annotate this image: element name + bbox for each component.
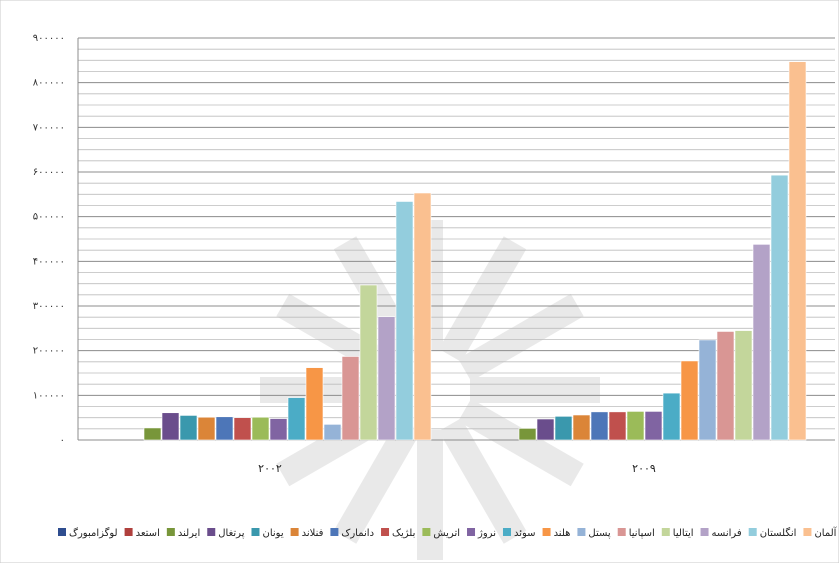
bar: فرانسه: 438000	[752, 244, 771, 441]
legend-swatch	[542, 528, 551, 536]
bar: پستل: 35000	[323, 424, 342, 441]
legend-label: انگلستان	[760, 527, 797, 539]
bar: یونان: 55000	[179, 415, 198, 441]
legend-swatch	[207, 528, 216, 536]
bar: آلمان: 847000	[788, 61, 807, 441]
bar: دانمارک: 63000	[590, 411, 609, 441]
bar: فرانسه: 276000	[377, 316, 396, 441]
bar: اتریش: 51000	[251, 416, 270, 441]
bar: هلند: 177000	[680, 360, 699, 441]
legend-label: فنلاند	[302, 528, 324, 539]
legend-swatch	[467, 528, 476, 536]
bar: هلند: 162000	[305, 367, 324, 441]
legend-label: نروژ	[477, 528, 496, 539]
bar: ایتالیا: 347000	[359, 284, 378, 441]
legend-swatch	[748, 528, 757, 536]
bar: فنلاند: 56000	[572, 414, 591, 441]
legend-swatch	[330, 528, 339, 536]
legend-swatch	[166, 528, 175, 536]
legend-swatch	[577, 528, 586, 536]
bar: آلمان: 553000	[413, 192, 432, 441]
bar: نروژ: 64000	[644, 411, 663, 441]
legend-swatch	[422, 528, 431, 536]
legend-swatch	[617, 528, 626, 536]
bar: اسپانیا: 187000	[341, 356, 360, 441]
bar: سوئد: 95000	[287, 397, 306, 441]
y-tick-label: ۵۰۰۰۰۰	[33, 212, 65, 223]
legend-label: ایرلند	[178, 528, 200, 539]
legend-label: بلژیک	[392, 528, 415, 539]
x-category-label: ۲۰۰۲	[258, 462, 282, 475]
y-tick-label: ۸۰۰۰۰۰	[33, 78, 65, 89]
bar: فنلاند: 51000	[197, 416, 216, 441]
bar: پرتغال: 47000	[536, 418, 555, 441]
y-tick-label: ۶۰۰۰۰۰	[33, 167, 65, 178]
bar: نروژ: 48000	[269, 418, 288, 441]
bar: بلژیک: 50000	[233, 417, 252, 441]
x-category-label: ۲۰۰۹	[632, 462, 656, 475]
watermark-petal	[458, 293, 584, 382]
legend-swatch	[502, 528, 511, 536]
legend-label: فرانسه	[712, 528, 742, 539]
legend-label: استعد	[136, 528, 160, 539]
y-tick-label: ۷۰۰۰۰۰	[33, 122, 65, 133]
y-tick-label: ۴۰۰۰۰۰	[33, 256, 65, 267]
legend-swatch	[58, 528, 66, 536]
legend-label: سوئد	[514, 528, 536, 539]
legend-label: آلمان	[814, 526, 837, 539]
bar: پستل: 224000	[698, 339, 717, 441]
legend-label: یونان	[262, 528, 283, 539]
legend-swatch	[803, 528, 812, 536]
bar: اتریش: 64000	[626, 411, 645, 441]
watermark-petal	[333, 418, 422, 544]
bar: ایتالیا: 245000	[734, 330, 753, 441]
legend-swatch	[381, 528, 390, 536]
legend-label: هلند	[554, 528, 571, 539]
y-tick-label: ۲۰۰۰۰۰	[33, 346, 65, 357]
watermark-petal	[458, 398, 584, 487]
y-tick-label: ۱۰۰۰۰۰	[33, 390, 65, 401]
legend-label: لوگزامبورگ	[69, 526, 118, 539]
bar: اسپانیا: 243000	[716, 331, 735, 441]
bar: بلژیک: 63000	[608, 411, 627, 441]
bar: پرتغال: 61000	[161, 412, 180, 441]
legend-label: پرتغال	[218, 528, 244, 539]
bar: انگلستان: 534000	[395, 201, 414, 441]
bar: ایرلند: 26000	[518, 428, 537, 441]
bar: یونان: 53000	[554, 416, 573, 441]
legend-swatch	[290, 528, 299, 536]
legend-label: اسپانیا	[629, 528, 655, 539]
y-tick-label: ۹۰۰۰۰۰	[33, 33, 65, 44]
legend-swatch	[700, 528, 709, 536]
legend-swatch	[251, 528, 260, 536]
legend-label: دانمارک	[341, 528, 374, 539]
bar: دانمارک: 52000	[215, 416, 234, 441]
y-tick-label: ۰	[60, 435, 65, 446]
legend-swatch	[124, 528, 133, 536]
bar: انگلستان: 593000	[770, 174, 789, 441]
watermark-petal	[438, 418, 527, 544]
legend-label: اتریش	[433, 528, 460, 539]
legend-label: پستل	[588, 528, 611, 539]
legend-swatch	[661, 528, 670, 536]
bar: ایرلند: 27000	[143, 427, 162, 441]
legend-label: ایتالیا	[673, 528, 694, 539]
bar: سوئد: 105000	[662, 392, 681, 441]
y-tick-label: ۳۰۰۰۰۰	[33, 301, 65, 312]
